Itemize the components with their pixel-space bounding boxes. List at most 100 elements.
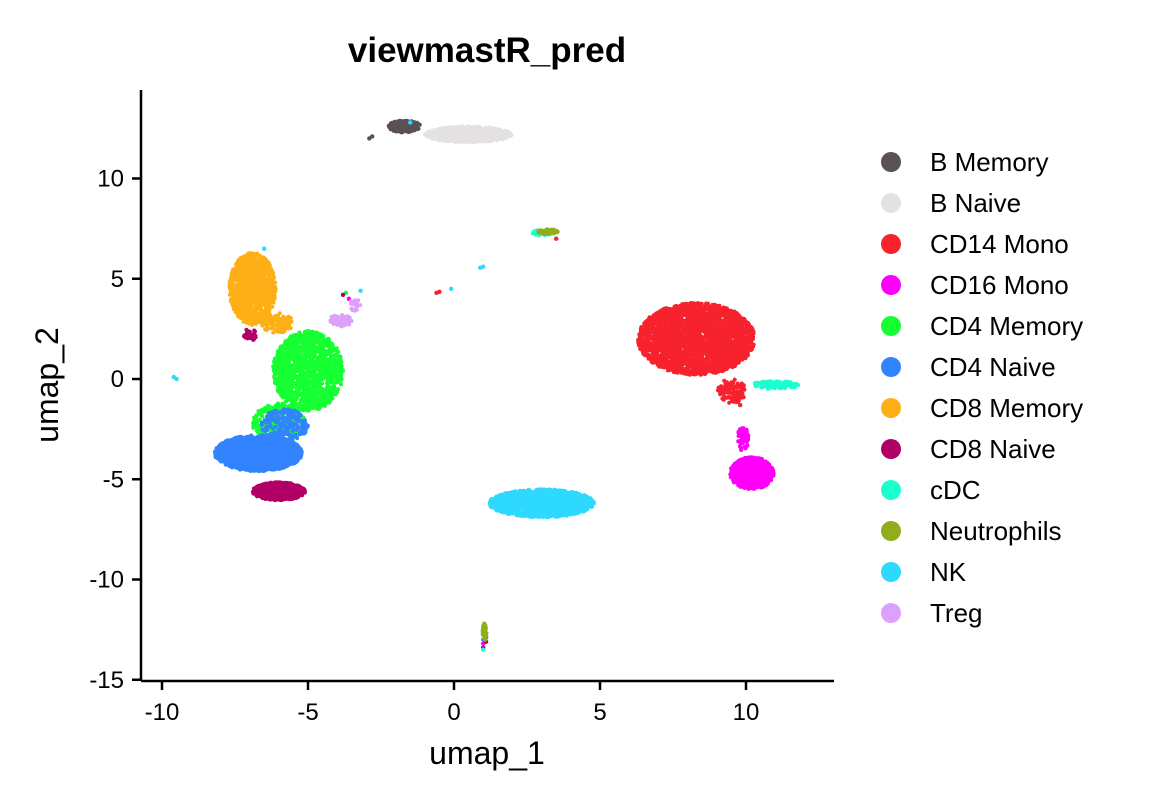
data-point	[299, 398, 304, 403]
data-point	[694, 363, 699, 368]
data-point	[441, 138, 446, 143]
data-point	[652, 328, 657, 333]
data-point	[639, 335, 643, 339]
data-point	[705, 339, 710, 344]
data-point	[737, 444, 742, 449]
data-point	[721, 391, 726, 396]
data-point	[660, 345, 665, 350]
data-point	[506, 130, 511, 135]
data-point	[436, 138, 441, 142]
data-point	[497, 131, 501, 136]
points-layer	[171, 118, 801, 652]
data-point	[685, 354, 690, 359]
data-point	[681, 306, 686, 311]
data-point	[673, 335, 678, 340]
data-point	[370, 134, 375, 139]
data-point	[466, 126, 470, 131]
data-point	[647, 315, 652, 320]
chart-title: viewmastR_pred	[348, 31, 626, 70]
data-point	[674, 353, 679, 358]
data-point	[713, 322, 718, 327]
data-point	[654, 315, 659, 319]
data-point	[730, 312, 735, 317]
data-point	[690, 361, 695, 366]
data-point	[726, 361, 731, 366]
data-point	[657, 342, 662, 347]
data-point	[718, 313, 723, 318]
data-point	[669, 333, 674, 338]
data-point	[708, 325, 713, 330]
data-point	[415, 120, 420, 125]
data-point	[719, 334, 724, 339]
data-point	[715, 342, 720, 347]
data-point	[719, 323, 723, 328]
data-point	[697, 320, 702, 325]
data-point	[703, 345, 707, 350]
data-point	[477, 130, 482, 135]
data-point	[446, 129, 451, 134]
data-point	[703, 334, 708, 339]
data-point	[729, 380, 734, 385]
data-point	[488, 134, 493, 139]
data-point	[655, 322, 660, 327]
data-point	[645, 328, 650, 333]
data-point	[732, 398, 736, 403]
data-point	[718, 317, 723, 322]
data-point	[445, 137, 450, 142]
data-point	[660, 313, 665, 318]
data-point	[723, 350, 728, 355]
data-point	[738, 390, 743, 395]
data-point	[674, 361, 679, 366]
data-point	[713, 369, 718, 374]
data-point	[726, 347, 731, 352]
data-point	[658, 362, 663, 366]
data-point	[675, 321, 680, 326]
data-point	[710, 355, 715, 360]
data-point	[730, 365, 735, 370]
data-point	[711, 350, 716, 354]
data-point	[683, 318, 688, 323]
data-point	[736, 394, 741, 398]
data-point	[693, 329, 698, 334]
series-b-naive	[423, 124, 514, 145]
data-point	[739, 448, 744, 452]
data-point	[737, 431, 742, 436]
data-point	[771, 471, 776, 476]
data-point	[706, 307, 710, 312]
data-point	[731, 388, 736, 393]
data-point	[725, 395, 730, 400]
data-point	[724, 366, 729, 371]
data-point	[482, 128, 487, 133]
data-point	[665, 348, 670, 353]
data-point	[712, 338, 717, 343]
data-point	[432, 134, 437, 139]
data-point	[500, 133, 505, 138]
data-point	[704, 312, 709, 317]
data-point	[677, 305, 682, 310]
data-point	[432, 129, 437, 134]
data-point	[730, 340, 735, 345]
data-point	[723, 325, 728, 330]
data-point	[758, 479, 763, 484]
data-point	[706, 348, 711, 353]
data-point	[734, 349, 739, 354]
data-point	[698, 311, 703, 316]
data-point	[663, 330, 668, 335]
data-point	[661, 337, 666, 341]
data-point	[691, 368, 696, 373]
data-point	[741, 348, 746, 353]
data-point	[680, 369, 685, 374]
data-point	[738, 427, 742, 432]
data-point	[662, 322, 666, 327]
data-point	[696, 366, 701, 371]
data-point	[744, 347, 749, 352]
data-point	[501, 129, 506, 134]
data-point	[393, 122, 398, 127]
data-point	[681, 329, 686, 333]
data-point	[674, 315, 679, 320]
data-point	[394, 129, 399, 134]
data-point	[738, 402, 743, 408]
data-point	[763, 462, 768, 467]
data-point	[653, 351, 658, 356]
data-point	[699, 328, 704, 333]
